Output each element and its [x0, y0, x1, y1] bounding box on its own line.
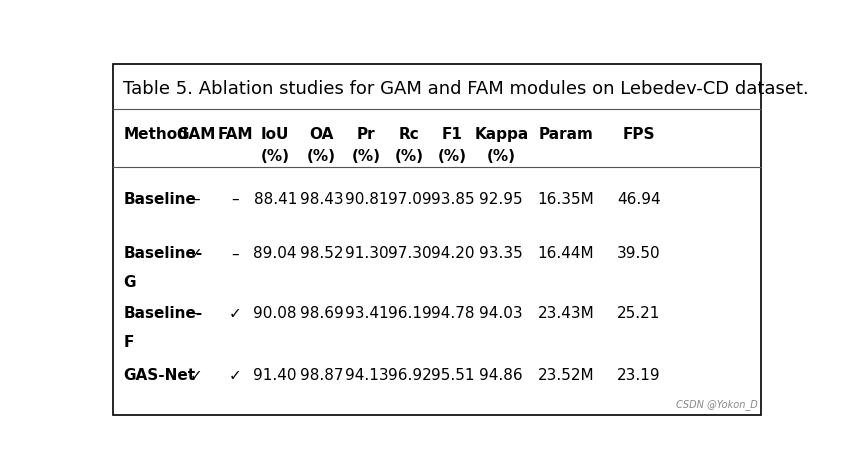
Text: (%): (%)	[437, 149, 466, 164]
Text: –: –	[232, 192, 239, 207]
Text: 94.03: 94.03	[479, 306, 522, 321]
Text: FAM: FAM	[217, 127, 253, 142]
Text: 96.19: 96.19	[387, 306, 431, 321]
Text: 94.13: 94.13	[344, 368, 388, 383]
Text: Table 5. Ablation studies for GAM and FAM modules on Lebedev-CD dataset.: Table 5. Ablation studies for GAM and FA…	[123, 80, 808, 98]
Text: 98.87: 98.87	[299, 368, 343, 383]
Text: 94.78: 94.78	[430, 306, 474, 321]
Text: 97.09: 97.09	[387, 192, 431, 207]
Text: 96.92: 96.92	[387, 368, 431, 383]
Text: 97.30: 97.30	[387, 246, 431, 261]
Text: ✓: ✓	[189, 368, 202, 383]
Text: 16.35M: 16.35M	[537, 192, 594, 207]
Text: 98.52: 98.52	[299, 246, 343, 261]
Text: 88.41: 88.41	[253, 192, 296, 207]
Text: Baseline: Baseline	[123, 192, 196, 207]
Text: ✓: ✓	[229, 306, 242, 321]
Text: G: G	[123, 275, 135, 290]
Text: 39.50: 39.50	[616, 246, 659, 261]
Text: 25.21: 25.21	[616, 306, 659, 321]
Text: FPS: FPS	[622, 127, 654, 142]
Text: (%): (%)	[486, 149, 515, 164]
Text: IoU: IoU	[261, 127, 289, 142]
Text: 89.04: 89.04	[253, 246, 296, 261]
Text: ✓: ✓	[189, 246, 202, 261]
Text: 95.51: 95.51	[430, 368, 474, 383]
Text: (%): (%)	[394, 149, 423, 164]
Text: 94.20: 94.20	[430, 246, 474, 261]
Text: 93.41: 93.41	[344, 306, 388, 321]
Text: Param: Param	[538, 127, 593, 142]
Text: CSDN @Yokon_D: CSDN @Yokon_D	[676, 400, 757, 410]
Text: GAM: GAM	[176, 127, 216, 142]
Text: (%): (%)	[307, 149, 336, 164]
Text: ✓: ✓	[229, 368, 242, 383]
Text: (%): (%)	[261, 149, 290, 164]
Text: 16.44M: 16.44M	[537, 246, 594, 261]
Text: (%): (%)	[352, 149, 381, 164]
Text: 98.69: 98.69	[299, 306, 343, 321]
Text: Pr: Pr	[357, 127, 375, 142]
Text: OA: OA	[309, 127, 333, 142]
Text: 92.95: 92.95	[479, 192, 522, 207]
Text: Baseline-: Baseline-	[123, 306, 202, 321]
Text: GAS-Net: GAS-Net	[123, 368, 195, 383]
Text: 94.86: 94.86	[479, 368, 522, 383]
Text: 23.52M: 23.52M	[537, 368, 594, 383]
Text: 91.40: 91.40	[253, 368, 296, 383]
Text: 23.19: 23.19	[616, 368, 659, 383]
Text: Rc: Rc	[399, 127, 419, 142]
Text: Baseline-: Baseline-	[123, 246, 202, 261]
Text: –: –	[192, 306, 199, 321]
Text: 93.35: 93.35	[479, 246, 522, 261]
Text: –: –	[192, 192, 199, 207]
Text: 46.94: 46.94	[616, 192, 659, 207]
Text: 23.43M: 23.43M	[537, 306, 594, 321]
Text: 91.30: 91.30	[344, 246, 388, 261]
Text: 90.08: 90.08	[253, 306, 296, 321]
Text: –: –	[232, 246, 239, 261]
Text: F1: F1	[441, 127, 463, 142]
Text: Kappa: Kappa	[474, 127, 527, 142]
Text: 98.43: 98.43	[299, 192, 343, 207]
Text: 93.85: 93.85	[430, 192, 474, 207]
Text: 90.81: 90.81	[344, 192, 388, 207]
Text: Method: Method	[123, 127, 187, 142]
Text: F: F	[123, 335, 134, 350]
